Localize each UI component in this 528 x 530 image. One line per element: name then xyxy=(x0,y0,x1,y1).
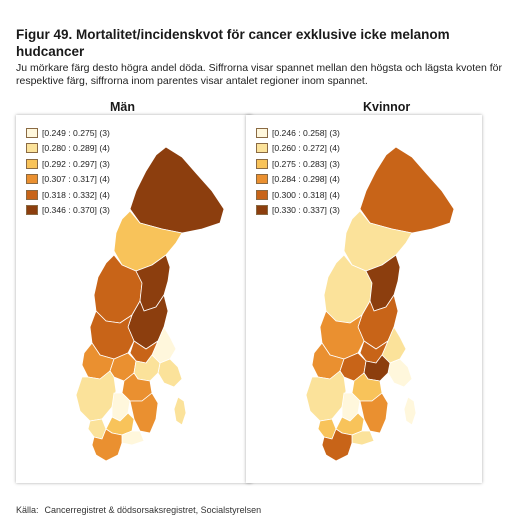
legend-label: [0.280 : 0.289] (4) xyxy=(42,143,110,154)
women-legend: [0.246 : 0.258] (3) [0.260 : 0.272] (4) … xyxy=(256,125,340,218)
legend-label: [0.260 : 0.272] (4) xyxy=(272,143,340,154)
men-region-skane xyxy=(91,428,123,462)
legend-label: [0.318 : 0.332] (4) xyxy=(42,189,110,200)
legend-swatch xyxy=(256,127,268,138)
source-text: Cancerregistret & dödsorsaksregistret, S… xyxy=(44,505,262,515)
legend-label: [0.246 : 0.258] (3) xyxy=(272,127,340,138)
women-region-stockholm xyxy=(387,358,413,388)
legend-label: [0.307 : 0.317] (4) xyxy=(42,174,110,185)
legend-item: [0.284 : 0.298] (4) xyxy=(256,172,340,188)
legend-item: [0.300 : 0.318] (4) xyxy=(256,187,340,203)
legend-item: [0.260 : 0.272] (4) xyxy=(256,141,340,157)
men-region-dalarna xyxy=(89,310,135,360)
legend-swatch xyxy=(26,174,38,185)
figure-title: Figur 49. Mortalitet/incidenskvot för ca… xyxy=(16,27,450,59)
legend-item: [0.318 : 0.332] (4) xyxy=(26,187,110,203)
women-map xyxy=(305,146,455,462)
legend-item: [0.292 : 0.297] (3) xyxy=(26,156,110,172)
women-region-kalmar xyxy=(359,392,389,434)
legend-label: [0.284 : 0.298] (4) xyxy=(272,174,340,185)
legend-swatch xyxy=(256,158,268,169)
legend-swatch xyxy=(256,143,268,154)
men-legend: [0.249 : 0.275] (3) [0.280 : 0.289] (4) … xyxy=(26,125,110,218)
legend-swatch xyxy=(256,205,268,216)
legend-label: [0.249 : 0.275] (3) xyxy=(42,127,110,138)
men-region-gotland xyxy=(173,396,187,426)
legend-item: [0.307 : 0.317] (4) xyxy=(26,172,110,188)
women-region-dalarna xyxy=(319,310,365,360)
women-region-gotland xyxy=(403,396,417,426)
women-region-norrbotten xyxy=(359,146,455,234)
legend-swatch xyxy=(26,189,38,200)
source-label: Källa: xyxy=(16,505,39,515)
men-region-norrbotten xyxy=(129,146,225,234)
men-region-stockholm xyxy=(157,358,183,388)
men-region-kalmar xyxy=(129,392,159,434)
women-map-panel: [0.246 : 0.258] (3) [0.260 : 0.272] (4) … xyxy=(246,115,482,483)
legend-item: [0.246 : 0.258] (3) xyxy=(256,125,340,141)
legend-swatch xyxy=(256,189,268,200)
legend-item: [0.280 : 0.289] (4) xyxy=(26,141,110,157)
legend-swatch xyxy=(26,127,38,138)
legend-item: [0.249 : 0.275] (3) xyxy=(26,125,110,141)
legend-item: [0.346 : 0.370] (3) xyxy=(26,203,110,219)
men-heading: Män xyxy=(110,100,135,114)
legend-swatch xyxy=(256,174,268,185)
women-region-skane xyxy=(321,428,353,462)
legend-label: [0.292 : 0.297] (3) xyxy=(42,158,110,169)
source-note: Källa: Cancerregistret & dödsorsaksregist… xyxy=(16,505,261,515)
legend-swatch xyxy=(26,158,38,169)
legend-swatch xyxy=(26,205,38,216)
women-region-vastragotaland xyxy=(305,370,347,422)
men-region-vastragotaland xyxy=(75,370,117,422)
women-heading: Kvinnor xyxy=(363,100,411,114)
legend-swatch xyxy=(26,143,38,154)
legend-item: [0.275 : 0.283] (3) xyxy=(256,156,340,172)
legend-label: [0.346 : 0.370] (3) xyxy=(42,205,110,216)
legend-label: [0.330 : 0.337] (3) xyxy=(272,205,340,216)
legend-item: [0.330 : 0.337] (3) xyxy=(256,203,340,219)
figure-subtitle: Ju mörkare färg desto högra andel döda. … xyxy=(16,62,503,87)
legend-label: [0.275 : 0.283] (3) xyxy=(272,158,340,169)
legend-label: [0.300 : 0.318] (4) xyxy=(272,189,340,200)
men-map-panel: [0.249 : 0.275] (3) [0.280 : 0.289] (4) … xyxy=(16,115,252,483)
men-map xyxy=(75,146,225,462)
